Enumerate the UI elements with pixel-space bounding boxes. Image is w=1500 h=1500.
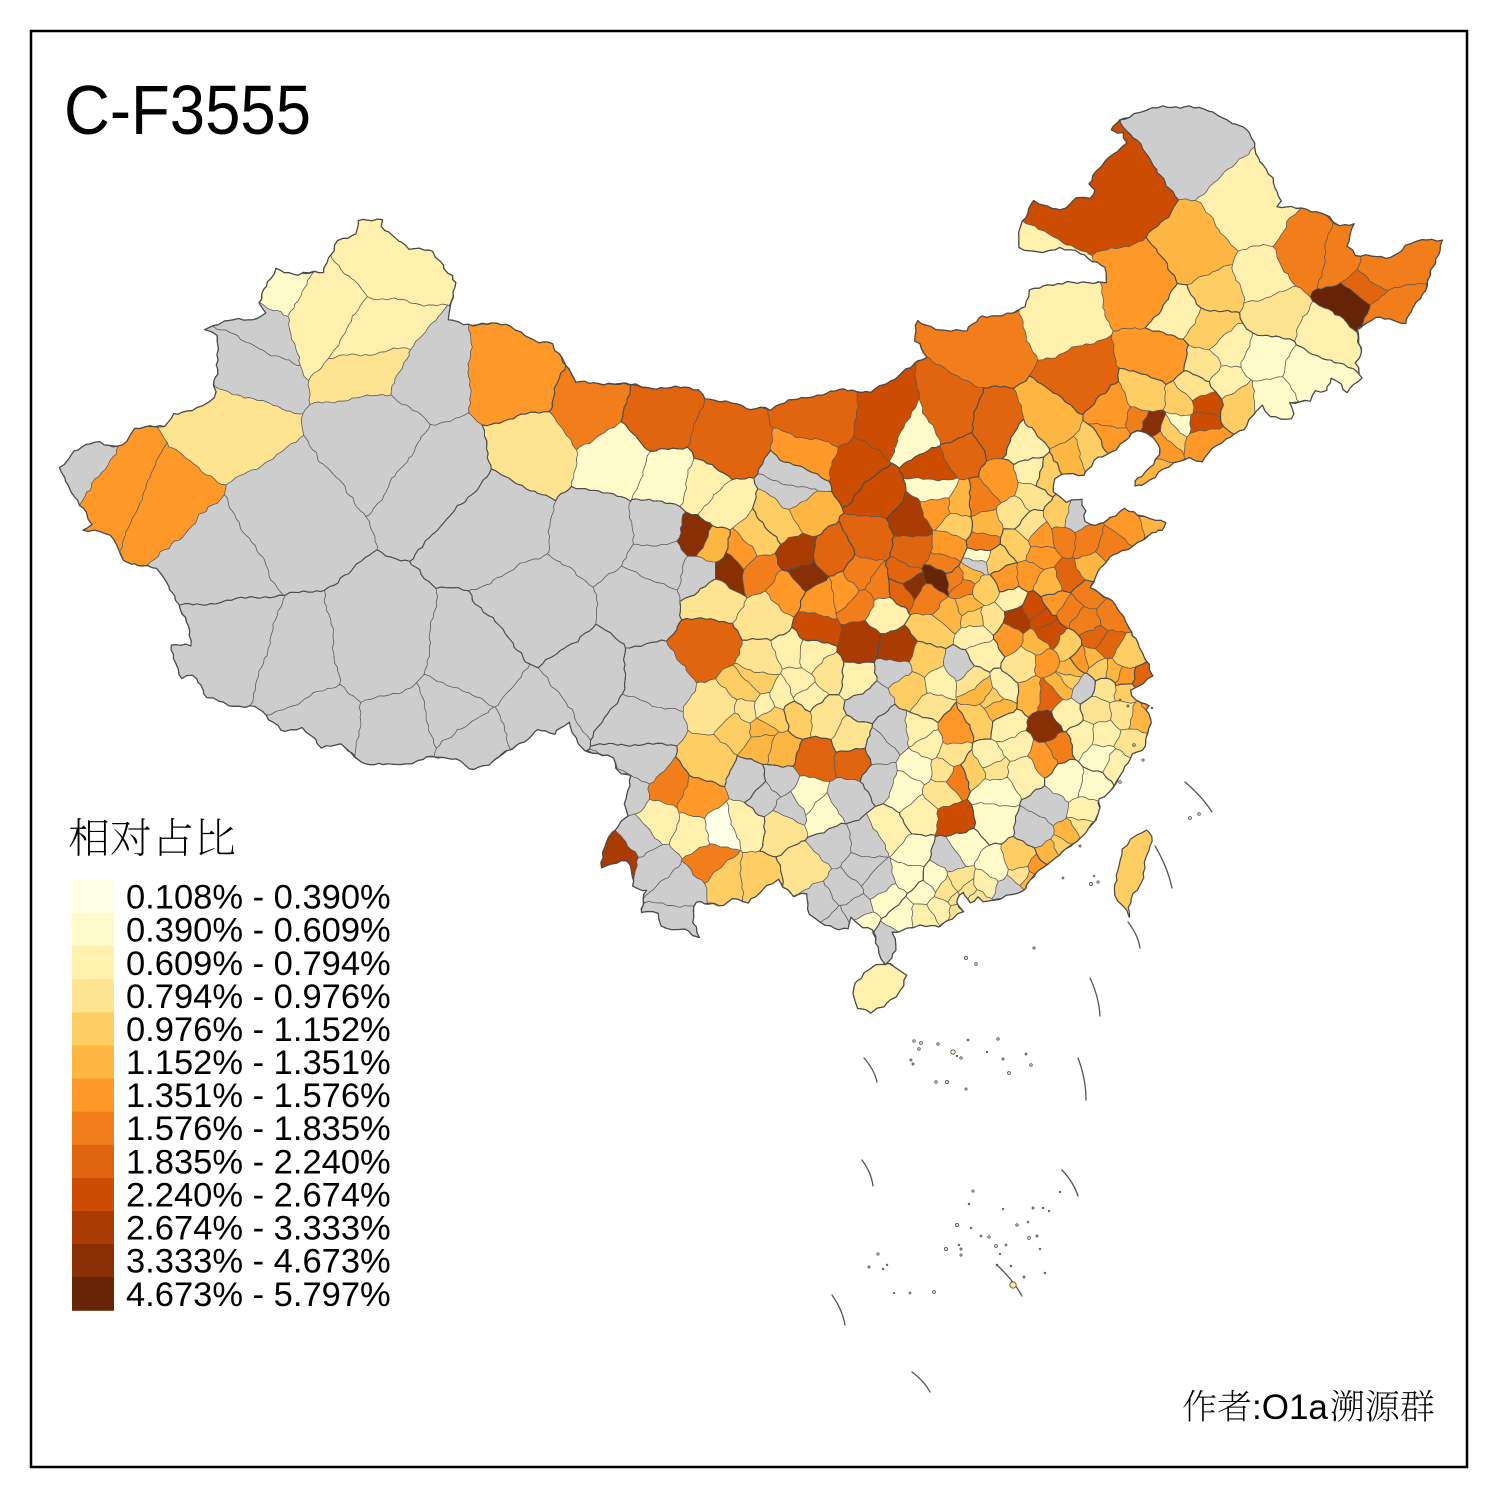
- svg-text:0.794% - 0.976%: 0.794% - 0.976%: [126, 978, 391, 1016]
- svg-text:0.976% - 1.152%: 0.976% - 1.152%: [126, 1011, 391, 1049]
- svg-text:C-F3555: C-F3555: [64, 71, 311, 149]
- svg-text:0.609% - 0.794%: 0.609% - 0.794%: [126, 945, 391, 983]
- svg-text:1.152% - 1.351%: 1.152% - 1.351%: [126, 1044, 391, 1082]
- svg-text:1.576% - 1.835%: 1.576% - 1.835%: [126, 1110, 391, 1148]
- svg-text:2.240% - 2.674%: 2.240% - 2.674%: [126, 1177, 391, 1215]
- svg-text:1.835% - 2.240%: 1.835% - 2.240%: [126, 1143, 391, 1181]
- svg-text:1.351% - 1.576%: 1.351% - 1.576%: [126, 1077, 391, 1115]
- svg-text::O1a: :O1a: [1252, 1388, 1328, 1427]
- svg-text:2.674% - 3.333%: 2.674% - 3.333%: [126, 1210, 391, 1248]
- svg-text:0.108% - 0.390%: 0.108% - 0.390%: [126, 879, 391, 917]
- svg-text:0.390% - 0.609%: 0.390% - 0.609%: [126, 912, 391, 950]
- svg-text:3.333% - 4.673%: 3.333% - 4.673%: [126, 1243, 391, 1281]
- svg-text:4.673% - 5.797%: 4.673% - 5.797%: [126, 1276, 391, 1314]
